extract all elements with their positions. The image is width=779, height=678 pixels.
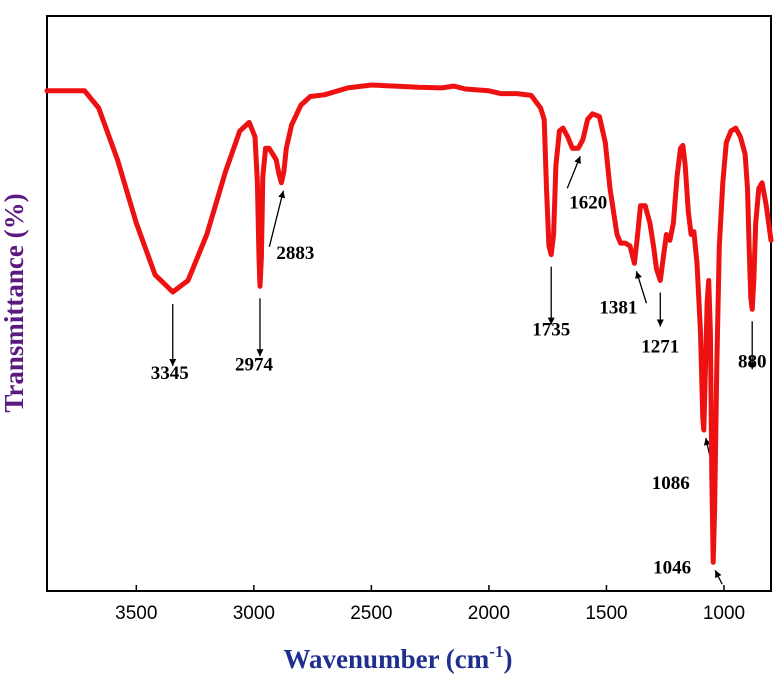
peak-annotation: 1046 — [653, 557, 723, 585]
peak-label: 1620 — [569, 192, 607, 213]
peak-annotation: 1381 — [599, 271, 648, 318]
peak-annotation: 1086 — [652, 437, 717, 494]
peak-label: 1381 — [599, 297, 637, 318]
plot-frame — [46, 15, 772, 592]
peak-annotation: 2883 — [268, 190, 314, 264]
peak-arrow-head — [547, 317, 555, 325]
peak-label: 1046 — [653, 557, 691, 578]
peak-arrow-head — [278, 190, 286, 199]
peak-label: 2883 — [276, 243, 314, 264]
peak-arrow-head — [635, 271, 642, 279]
x-tick-label: 1500 — [585, 603, 627, 624]
x-axis-label: Wavenumber (cm-1) — [284, 642, 513, 674]
x-axis-label-close: ) — [503, 644, 512, 674]
x-axis-label-main: Wavenumber (cm — [284, 644, 490, 674]
peak-arrow-head — [656, 319, 664, 327]
x-axis-label-superscript: -1 — [489, 642, 503, 661]
peak-arrow-head — [256, 349, 264, 357]
peak-label: 2974 — [235, 354, 274, 375]
peak-arrow-head — [169, 359, 177, 366]
peak-annotation: 1271 — [641, 292, 679, 358]
peak-arrow-head — [748, 362, 756, 370]
peak-arrow-line — [268, 190, 284, 247]
peak-label: 1271 — [641, 337, 679, 358]
x-tick-label: 3500 — [115, 603, 157, 624]
peak-label: 1086 — [652, 473, 690, 494]
peak-label: 880 — [738, 351, 767, 372]
y-axis-label: Transmittance (%) — [0, 193, 29, 412]
x-tick-label: 2000 — [468, 603, 510, 624]
peak-label: 3345 — [151, 363, 189, 384]
peak-annotation: 880 — [738, 321, 767, 372]
peak-annotation: 3345 — [151, 304, 189, 384]
x-axis-ticks: 3500 3000 2500 2000 1500 1000 — [115, 585, 745, 624]
peak-annotation: 2974 — [235, 298, 274, 375]
peak-label: 1735 — [532, 320, 570, 341]
series-line — [44, 82, 774, 565]
peak-annotation: 1620 — [566, 156, 607, 213]
peak-arrow-head — [574, 156, 581, 165]
peak-annotation: 1735 — [532, 266, 570, 341]
x-tick-label: 1000 — [703, 603, 745, 624]
peak-arrow-head — [715, 570, 722, 579]
x-tick-label: 2500 — [350, 603, 392, 624]
x-tick-label: 3000 — [233, 603, 275, 624]
